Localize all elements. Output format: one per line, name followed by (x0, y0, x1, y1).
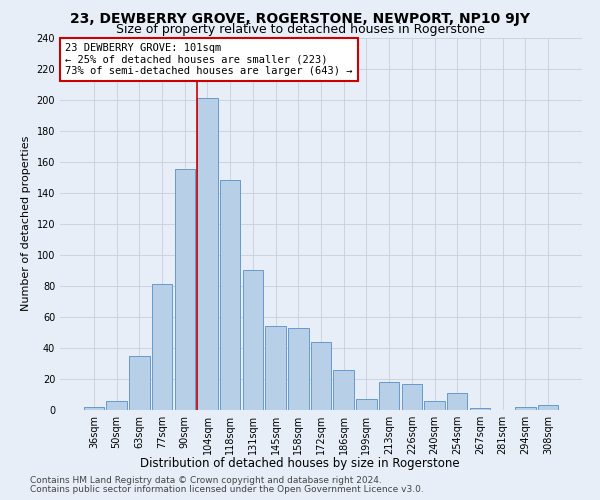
Bar (242, 270, 263, 410)
Bar (197, 98, 218, 410)
Text: Contains HM Land Registry data © Crown copyright and database right 2024.: Contains HM Land Registry data © Crown c… (30, 476, 382, 485)
Bar (311, 342, 331, 410)
Bar (470, 408, 490, 410)
Bar (447, 393, 467, 410)
Text: 23 DEWBERRY GROVE: 101sqm
← 25% of detached houses are smaller (223)
73% of semi: 23 DEWBERRY GROVE: 101sqm ← 25% of detac… (65, 43, 353, 76)
Bar (288, 328, 308, 410)
Text: Size of property relative to detached houses in Rogerstone: Size of property relative to detached ho… (115, 22, 485, 36)
Bar (175, 170, 195, 410)
Bar (106, 400, 127, 410)
Bar (515, 407, 536, 410)
Bar (265, 326, 286, 410)
Text: 23, DEWBERRY GROVE, ROGERSTONE, NEWPORT, NP10 9JY: 23, DEWBERRY GROVE, ROGERSTONE, NEWPORT,… (70, 12, 530, 26)
Bar (84, 407, 104, 410)
Bar (220, 180, 241, 410)
Bar (401, 384, 422, 410)
Bar (379, 382, 400, 410)
Bar (152, 284, 172, 410)
Bar (356, 399, 377, 410)
Text: Distribution of detached houses by size in Rogerstone: Distribution of detached houses by size … (140, 458, 460, 470)
Bar (424, 400, 445, 410)
Y-axis label: Number of detached properties: Number of detached properties (21, 136, 31, 312)
Bar (334, 370, 354, 410)
Text: Contains public sector information licensed under the Open Government Licence v3: Contains public sector information licen… (30, 485, 424, 494)
Bar (538, 406, 558, 410)
Bar (129, 356, 149, 410)
